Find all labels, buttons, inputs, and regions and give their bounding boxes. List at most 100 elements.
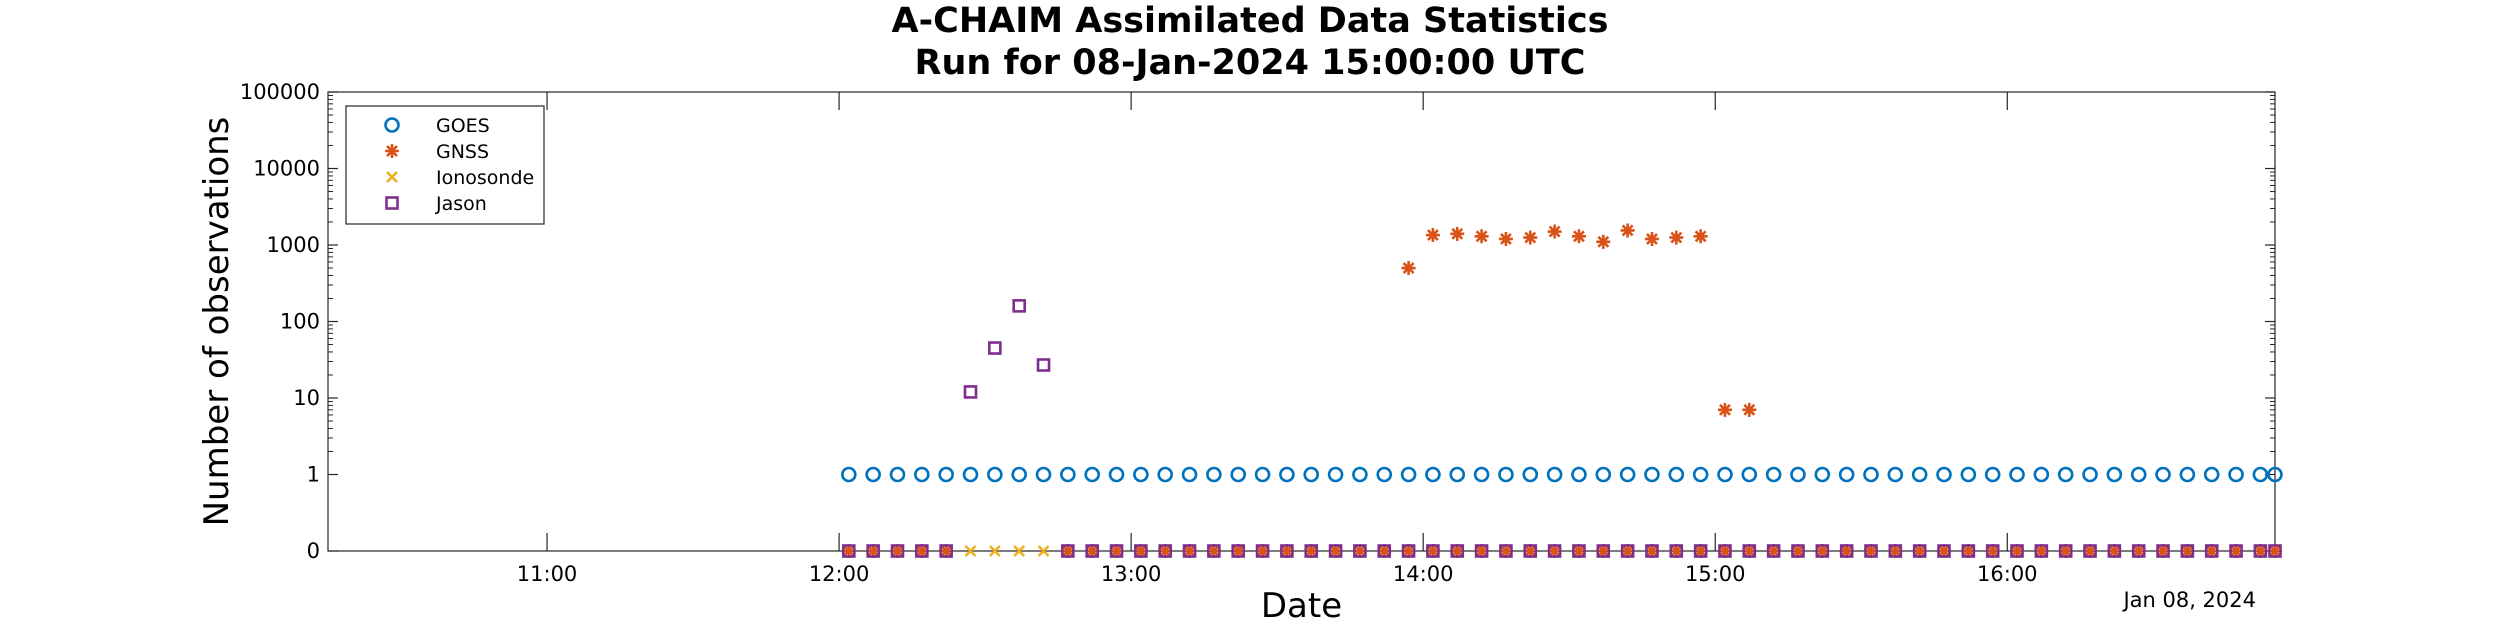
- gnss-point: [1790, 544, 1805, 558]
- goes-point: [1181, 466, 1198, 483]
- gnss-point: [1109, 544, 1124, 558]
- y-tick-label: 1: [307, 463, 320, 487]
- jason-point: [1961, 544, 1976, 558]
- y-tick-label: 100: [280, 310, 320, 334]
- gnss-point: [1693, 229, 1708, 244]
- y-tick-label: 10000: [253, 157, 320, 181]
- goes-point: [2267, 466, 2283, 483]
- goes-point: [1084, 466, 1100, 483]
- legend-label-goes: GOES: [436, 115, 490, 137]
- gnss-point: [1377, 544, 1392, 558]
- jason-point: [1572, 544, 1586, 558]
- goes-point: [1960, 466, 1977, 483]
- goes-point: [865, 466, 881, 483]
- jason-point: [1985, 544, 2000, 558]
- goes-point: [1449, 466, 1466, 483]
- goes-point: [2057, 466, 2074, 483]
- jason-point: [2107, 544, 2122, 558]
- gnss-point: [890, 544, 905, 558]
- jason-point: [1207, 544, 1221, 558]
- gnss-point: [1450, 544, 1465, 558]
- gnss-point: [1669, 544, 1684, 558]
- legend-label-ionosonde: Ionosonde: [436, 167, 534, 189]
- jason-point: [1596, 544, 1611, 558]
- gnss-point: [1255, 544, 1270, 558]
- goes-point: [1011, 466, 1027, 483]
- jason-point: [939, 544, 953, 558]
- gnss-point: [914, 544, 929, 558]
- jason-point: [2268, 544, 2282, 558]
- gnss-point: [1961, 544, 1976, 558]
- jason-point: [1328, 544, 1343, 558]
- goes-point: [1327, 466, 1344, 483]
- legend-marker-ionosonde: [386, 171, 398, 183]
- x-tick-label: 12:00: [809, 562, 870, 586]
- y-tick-label: 100000: [240, 80, 320, 104]
- gnss-point: [1328, 544, 1343, 558]
- goes-point: [1035, 466, 1052, 483]
- gnss-point: [1547, 224, 1562, 239]
- jason-point: [1304, 544, 1319, 558]
- gnss-point: [1352, 544, 1367, 558]
- jason-point: [1888, 544, 1903, 558]
- gnss-point: [841, 544, 856, 558]
- gnss-point: [1133, 544, 1148, 558]
- jason-point: [1547, 544, 1562, 558]
- chart-subtitle: Run for 08-Jan-2024 15:00:00 UTC: [914, 43, 1586, 83]
- goes-point: [1790, 466, 1806, 483]
- jason-point: [1426, 544, 1440, 558]
- jason-point: [915, 544, 929, 558]
- jason-point: [1815, 544, 1830, 558]
- gnss-point: [939, 544, 954, 558]
- gnss-point: [1425, 228, 1440, 243]
- legend-label-jason: Jason: [435, 193, 487, 215]
- legend-marker-gnss: [385, 144, 399, 158]
- goes-point: [2033, 466, 2050, 483]
- jason-point: [1742, 544, 1757, 558]
- jason-point: [1791, 544, 1805, 558]
- jason-point: [2204, 544, 2219, 558]
- jason-point: [2229, 544, 2243, 558]
- jason-point: [1620, 544, 1635, 558]
- goes-point: [938, 466, 954, 483]
- jason-point: [1255, 544, 1270, 558]
- gnss-point: [1571, 544, 1586, 558]
- gnss-point: [1912, 544, 1927, 558]
- goes-point: [2252, 466, 2269, 483]
- jason-point: [1231, 544, 1246, 558]
- jason-point: [1645, 544, 1659, 558]
- gnss-point: [1620, 223, 1635, 238]
- chart-title: A-CHAIM Assimilated Data Statistics: [891, 1, 1609, 41]
- gnss-point: [1060, 544, 1075, 558]
- jason-point: [1158, 544, 1173, 558]
- y-tick-label: 10: [293, 386, 320, 410]
- gnss-point: [2083, 544, 2098, 558]
- jason-point: [2034, 544, 2049, 558]
- jason-point: [1134, 544, 1148, 558]
- gnss-point: [2034, 544, 2049, 558]
- jason-point: [2010, 544, 2024, 558]
- goes-point: [1911, 466, 1928, 483]
- legend-marker-goes: [384, 117, 400, 133]
- jason-point: [866, 544, 880, 558]
- y-axis-label: Number of observations: [197, 117, 237, 527]
- goes-point: [1254, 466, 1271, 483]
- goes-point: [1157, 466, 1174, 483]
- gnss-point: [1231, 544, 1246, 558]
- jason-point: [2058, 544, 2073, 558]
- goes-point: [2203, 466, 2220, 483]
- gnss-point: [2268, 544, 2282, 558]
- x-axis-label: Date: [1261, 586, 1342, 625]
- gnss-point: [1693, 544, 1708, 558]
- gnss-point: [1401, 544, 1416, 558]
- plot-frame: [327, 91, 2276, 552]
- goes-point: [1619, 466, 1636, 483]
- ionosonde-point: [1037, 545, 1050, 557]
- goes-point: [1692, 466, 1709, 483]
- gnss-point: [1864, 544, 1878, 558]
- gnss-point: [1620, 544, 1635, 558]
- jason-point: [1937, 544, 1951, 558]
- jason-point: [1182, 544, 1197, 558]
- goes-point: [2179, 466, 2196, 483]
- jason-point: [1864, 544, 1878, 558]
